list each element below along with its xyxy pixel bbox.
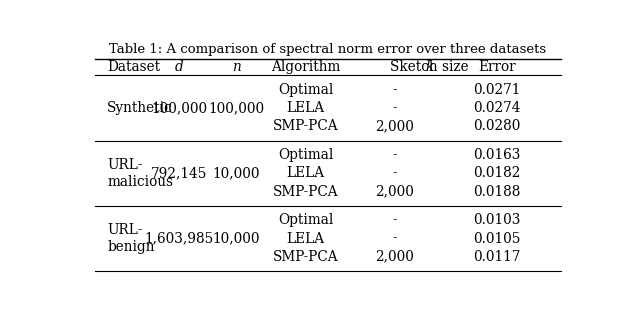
Text: 2,000: 2,000	[376, 184, 414, 198]
Text: LELA: LELA	[287, 101, 324, 115]
Text: 0.0182: 0.0182	[473, 166, 520, 180]
Text: -: -	[393, 213, 397, 227]
Text: 2,000: 2,000	[376, 250, 414, 264]
Text: 100,000: 100,000	[208, 101, 264, 115]
Text: LELA: LELA	[287, 166, 324, 180]
Text: Dataset: Dataset	[108, 60, 161, 74]
Text: SMP-PCA: SMP-PCA	[273, 184, 339, 198]
Text: 0.0274: 0.0274	[473, 101, 520, 115]
Text: 0.0103: 0.0103	[473, 213, 520, 227]
Text: 10,000: 10,000	[212, 166, 260, 180]
Text: 792,145: 792,145	[151, 166, 207, 180]
Text: SMP-PCA: SMP-PCA	[273, 250, 339, 264]
Text: 0.0105: 0.0105	[473, 232, 520, 246]
Text: URL-
malicious: URL- malicious	[108, 157, 173, 189]
Text: 2,000: 2,000	[376, 119, 414, 133]
Text: 0.0280: 0.0280	[473, 119, 520, 133]
Text: -: -	[393, 101, 397, 115]
Text: 0.0271: 0.0271	[473, 83, 520, 97]
Text: Optimal: Optimal	[278, 213, 333, 227]
Text: URL-
benign: URL- benign	[108, 223, 155, 254]
Text: -: -	[393, 83, 397, 97]
Text: Optimal: Optimal	[278, 148, 333, 162]
Text: 0.0163: 0.0163	[473, 148, 520, 162]
Text: Synthetic: Synthetic	[108, 101, 173, 115]
Text: Error: Error	[478, 60, 515, 74]
Text: 0.0188: 0.0188	[473, 184, 520, 198]
Text: 0.0117: 0.0117	[473, 250, 520, 264]
Text: -: -	[393, 166, 397, 180]
Text: Table 1: A comparison of spectral norm error over three datasets: Table 1: A comparison of spectral norm e…	[109, 43, 547, 55]
Text: 1,603,985: 1,603,985	[145, 232, 214, 246]
Text: n: n	[232, 60, 241, 74]
Text: d: d	[175, 60, 184, 74]
Text: LELA: LELA	[287, 232, 324, 246]
Text: -: -	[393, 232, 397, 246]
Text: Algorithm: Algorithm	[271, 60, 340, 74]
Text: -: -	[393, 148, 397, 162]
Text: Optimal: Optimal	[278, 83, 333, 97]
Text: 10,000: 10,000	[212, 232, 260, 246]
Text: Sketch size: Sketch size	[390, 60, 473, 74]
Text: k: k	[426, 60, 434, 74]
Text: SMP-PCA: SMP-PCA	[273, 119, 339, 133]
Text: 100,000: 100,000	[151, 101, 207, 115]
